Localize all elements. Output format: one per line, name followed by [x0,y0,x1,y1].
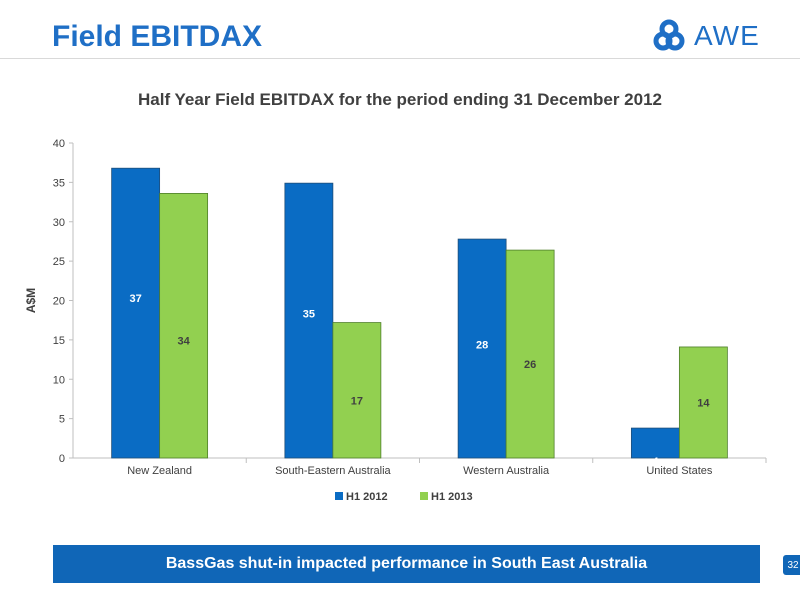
y-tick-label: 30 [53,217,65,229]
awe-logo: AWE [652,16,760,56]
x-tick-label: Western Australia [463,465,550,477]
legend-label: H1 2012 [346,491,388,503]
page-number: 32 [783,555,800,575]
title-divider [0,58,800,59]
bar-h1-2012 [284,182,334,459]
data-label: 37 [130,293,142,305]
x-tick-label: South-Eastern Australia [275,465,391,477]
data-label: 34 [178,336,191,348]
bar-h1-2013 [678,346,728,459]
x-tick-label: United States [646,465,713,477]
y-tick-label: 10 [53,374,65,386]
bar-h1-2013 [159,193,209,459]
data-label: 14 [697,397,710,409]
chart-title: Half Year Field EBITDAX for the period e… [137,90,662,109]
bar-h1-2013 [505,249,555,459]
legend-swatch [420,492,428,500]
slide-title: Field EBITDAX [52,20,263,53]
x-tick-label: New Zealand [127,465,192,477]
logo-text: AWE [694,20,760,51]
data-label: 17 [351,395,363,407]
bar-chart: 0 5 10 15 20 25 30 35 40 A$M 37 34 New Zealand 35 17 So… [24,138,767,503]
y-tick-label: 40 [53,138,65,150]
bar-h1-2012 [630,427,680,459]
y-tick-label: 20 [53,296,65,308]
data-label: 35 [303,309,315,321]
awe-logo-icon [653,19,685,51]
y-tick-label: 35 [53,177,65,189]
y-axis-label: A$M [24,288,38,313]
data-label: 26 [524,359,536,371]
y-tick-label: 0 [59,453,65,465]
y-tick-label: 15 [53,335,65,347]
legend-label: H1 2013 [431,491,473,503]
bar-h1-2013 [332,322,382,459]
bar-h1-2012 [111,167,161,459]
data-label: 28 [476,340,488,352]
data-label: 4 [652,456,659,468]
y-tick-label: 25 [53,256,65,268]
y-tick-label: 5 [59,414,65,426]
legend-swatch [335,492,343,500]
summary-banner: BassGas shut-in impacted performance in … [53,545,760,583]
